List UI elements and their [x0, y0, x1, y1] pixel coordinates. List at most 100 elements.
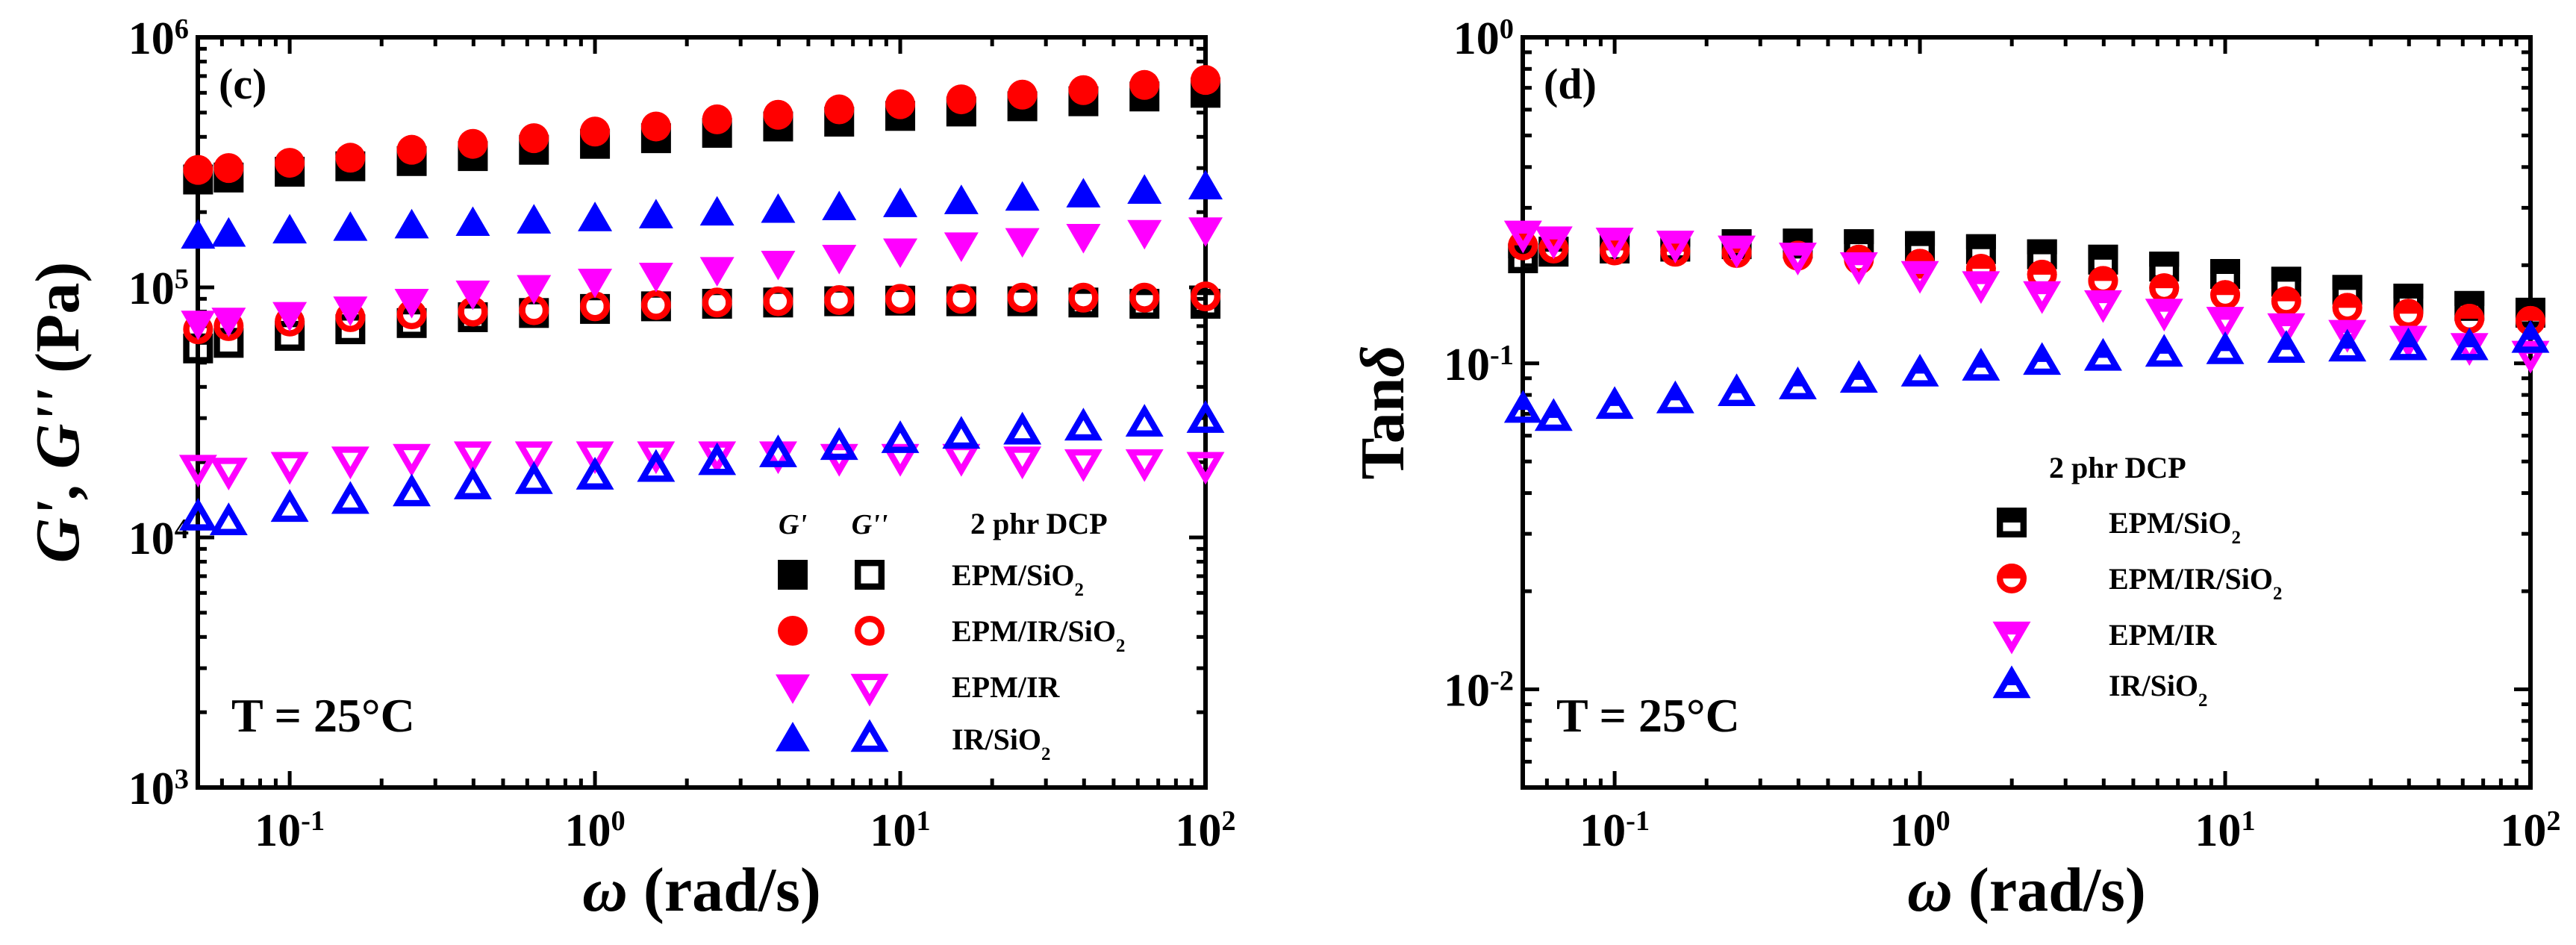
data-point: [820, 427, 858, 461]
data-point: [1066, 224, 1101, 254]
data-point: [393, 473, 431, 507]
data-point: [1190, 281, 1220, 312]
legend-marker: [1996, 564, 2027, 594]
data-point: [1005, 181, 1040, 211]
data-point: [576, 441, 614, 475]
data-point: [1778, 243, 1817, 275]
y-tick-label: 10-2: [1444, 666, 1514, 717]
x-tick-label: 10-1: [1579, 805, 1650, 856]
data-point: [396, 134, 427, 165]
x-axis: 10-1 100 101 102: [196, 37, 1236, 856]
data-point: [455, 206, 490, 237]
data-point: [944, 184, 979, 214]
data-point: [1127, 174, 1162, 204]
chart-panel-0: 10-1 100 101 102 103 104 105 106 ω (rad/s) G', G'…: [23, 13, 1236, 925]
data-point: [211, 308, 246, 337]
data-point: [331, 481, 369, 514]
data-point: [270, 452, 309, 485]
data-point: [1656, 231, 1694, 263]
data-point: [1191, 65, 1220, 96]
data-point: [333, 211, 368, 241]
data-point: [1007, 79, 1038, 110]
legend-title: 2 phr DCP: [970, 507, 1108, 540]
legend-marker-open: [854, 560, 885, 590]
data-point: [640, 290, 671, 320]
data-point: [272, 213, 308, 244]
data-point: [2023, 342, 2062, 375]
data-point: [1595, 386, 1634, 420]
y-axis-title: G', G'' (Pa): [23, 262, 93, 564]
data-point: [1125, 449, 1164, 482]
legend-marker: [1996, 508, 2027, 538]
data-point: [1064, 408, 1103, 441]
data-point: [824, 94, 855, 125]
data-point: [181, 219, 216, 249]
data-point: [2267, 330, 2306, 363]
data-point: [698, 442, 737, 475]
data-point: [1962, 348, 2000, 381]
data-point: [1778, 367, 1817, 399]
data-point: [331, 446, 369, 480]
legend-d: 2 phr DCP EPM/SiO2 EPM/IR/SiO2 EPM/IR IR/SiO…: [1992, 451, 2282, 711]
data-point: [209, 502, 248, 535]
x-tick-label: 100: [564, 805, 625, 856]
data-point: [578, 202, 613, 231]
data-point: [183, 155, 213, 185]
data-point: [2149, 273, 2180, 304]
data-point: [213, 153, 244, 184]
data-point: [2023, 281, 2062, 314]
data-point: [761, 250, 796, 281]
legend-label: EPM/SiO2: [2109, 506, 2241, 548]
data-point: [699, 196, 735, 226]
temperature-annotation: T = 25°C: [1556, 689, 1740, 742]
x-tick-label: 102: [1175, 805, 1235, 856]
data-point: [1839, 360, 1878, 393]
legend-marker-solid: [778, 560, 808, 590]
x-tick-label: 102: [2500, 805, 2560, 856]
data-point: [1503, 220, 1542, 254]
data-point: [1188, 169, 1223, 200]
data-point: [1186, 452, 1225, 485]
x-tick-label: 10-1: [255, 805, 325, 856]
data-point: [763, 99, 793, 130]
data-point: [2271, 286, 2301, 316]
data-point: [514, 441, 553, 475]
data-point: [1005, 228, 1040, 258]
data-point: [942, 416, 981, 449]
data-point: [822, 190, 857, 221]
data-point: [576, 457, 614, 490]
y-tick-label: 105: [128, 263, 189, 314]
data-point: [1129, 69, 1160, 100]
data-point: [758, 434, 797, 467]
data-point: [885, 284, 916, 314]
legend-marker: [1992, 665, 2031, 699]
data-point: [2328, 328, 2367, 362]
data-point: [881, 420, 920, 453]
legend-label: EPM/IR/SiO2: [952, 614, 1125, 656]
data-point: [519, 123, 549, 154]
data-point: [1839, 252, 1878, 285]
data-point: [2145, 334, 2183, 367]
data-point: [883, 187, 918, 217]
data-point: [702, 287, 732, 318]
data-point: [2332, 293, 2363, 323]
data-point: [638, 199, 673, 228]
data-point: [580, 116, 611, 147]
x-axis-title: ω (rad/s): [582, 855, 821, 925]
legend-marker-solid: [776, 674, 810, 704]
data-point: [637, 449, 676, 482]
data-point: [211, 216, 246, 247]
data-point: [2083, 337, 2122, 371]
legend-marker-open: [850, 719, 889, 752]
data-point: [2145, 299, 2183, 332]
data-point: [2206, 307, 2245, 340]
temperature-annotation: T = 25°C: [231, 689, 415, 742]
data-point: [272, 302, 308, 332]
data-points: [1503, 220, 2550, 431]
y-tick-label: 103: [128, 764, 189, 814]
data-point: [1900, 261, 1939, 294]
legend-label: EPM/IR/SiO2: [2109, 562, 2282, 604]
data-point: [2083, 290, 2122, 323]
data-point: [1127, 219, 1162, 250]
